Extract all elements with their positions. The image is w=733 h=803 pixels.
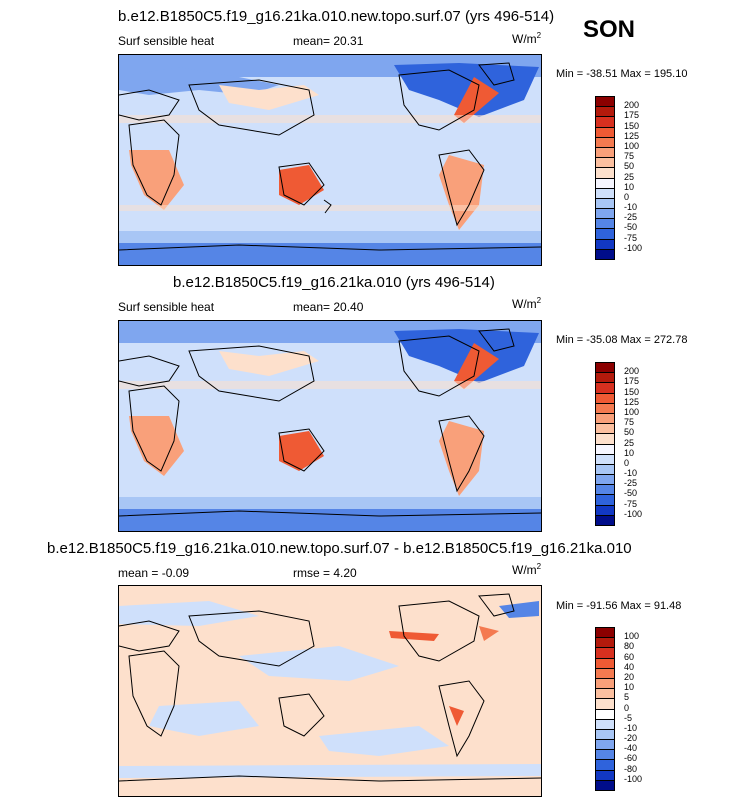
colorbar-tick-label: 80 xyxy=(624,641,635,652)
panel3-map xyxy=(118,585,542,797)
colorbar-tick-label: 5 xyxy=(624,692,630,703)
panel2-variable-label: Surf sensible heat xyxy=(118,300,215,314)
colorbar-tick-label: 40 xyxy=(624,661,635,672)
panel2-colorbar: 200 175 150 125 100 75 50 25 10 0 -10 -25 -50 -75 -100 xyxy=(595,362,642,526)
colorbar-tick-label: 20 xyxy=(624,671,635,682)
colorbar-tick-label: 100 xyxy=(624,406,640,417)
season-label: SON xyxy=(583,16,636,43)
colorbar-tick-label: 10 xyxy=(624,682,635,693)
australia-warm xyxy=(279,165,324,205)
colorbar-tick-label: -80 xyxy=(624,763,638,774)
colorbar-tick-label: -40 xyxy=(624,743,638,754)
colorbar-swatch xyxy=(595,779,615,791)
colorbar-tick-label: 75 xyxy=(624,417,635,428)
colorbar-tick-label: -60 xyxy=(624,753,638,764)
colorbar-tick-label: 75 xyxy=(624,151,635,162)
north-america-ice xyxy=(394,63,539,117)
colorbar-tick-label: -75 xyxy=(624,498,638,509)
colorbar-tick-label: -10 xyxy=(624,468,638,479)
panel1-minmax: Min = -38.51 Max = 195.10 xyxy=(556,68,688,80)
colorbar-tick-label: 25 xyxy=(624,171,635,182)
colorbar-tick-label: -25 xyxy=(624,478,638,489)
colorbar-tick-label: -5 xyxy=(624,712,633,723)
colorbar-tick-label: 125 xyxy=(624,396,640,407)
colorbar-swatch xyxy=(595,514,615,526)
panel2-minmax: Min = -35.08 Max = 272.78 xyxy=(556,334,688,346)
colorbar-tick-label: 25 xyxy=(624,437,635,448)
colorbar-tick-label: 150 xyxy=(624,120,640,131)
panel1-mean: mean= 20.31 xyxy=(293,34,364,48)
colorbar-tick-label: -100 xyxy=(624,242,643,253)
panel1-variable-label: Surf sensible heat xyxy=(118,34,215,48)
panel2-map-svg xyxy=(119,321,541,531)
africa-warm xyxy=(129,150,184,210)
panel2-title: b.e12.B1850C5.f19_g16.21ka.010 (yrs 496-… xyxy=(173,274,495,291)
colorbar-tick-label: -50 xyxy=(624,488,638,499)
panel3-rmse: rmse = 4.20 xyxy=(293,566,357,580)
colorbar-tick-label: -75 xyxy=(624,232,638,243)
diff-cold-spot xyxy=(499,601,539,618)
colorbar-tick-label: 0 xyxy=(624,457,630,468)
colorbar-tick-label: 175 xyxy=(624,110,640,121)
colorbar-tick-label: 10 xyxy=(624,447,635,458)
panel3-units: W/m2 xyxy=(512,562,542,577)
colorbar-tick-label: -10 xyxy=(624,722,638,733)
south-america-warm xyxy=(439,155,484,230)
diff-warm-spot xyxy=(389,631,439,641)
colorbar-tick-label: 60 xyxy=(624,651,635,662)
colorbar-tick-label: -25 xyxy=(624,212,638,223)
colorbar-tick-label: 10 xyxy=(624,181,635,192)
panel1-map-svg xyxy=(119,55,541,265)
colorbar-tick-label: 100 xyxy=(624,631,640,642)
colorbar-tick-label: 150 xyxy=(624,386,640,397)
panel1-units: W/m2 xyxy=(512,31,542,46)
panel2-map xyxy=(118,320,542,532)
colorbar-tick-label: 200 xyxy=(624,100,640,111)
antarctic-band xyxy=(119,243,541,265)
panel1-map xyxy=(118,54,542,266)
coastlines xyxy=(119,62,541,251)
colorbar-tick-label: -50 xyxy=(624,222,638,233)
colorbar-tick-label: 175 xyxy=(624,376,640,387)
colorbar-tick-label: 50 xyxy=(624,427,635,438)
colorbar-tick-label: 0 xyxy=(624,191,630,202)
panel2-mean: mean= 20.40 xyxy=(293,300,364,314)
panel3-mean: mean = -0.09 xyxy=(118,566,190,580)
panel1-title: b.e12.B1850C5.f19_g16.21ka.010.new.topo.… xyxy=(118,8,555,25)
colorbar-swatch xyxy=(595,248,615,260)
panel3-map-svg xyxy=(119,586,541,796)
colorbar-tick-label: 200 xyxy=(624,366,640,377)
colorbar-tick-label: -20 xyxy=(624,733,638,744)
panel3-title: b.e12.B1850C5.f19_g16.21ka.010.new.topo.… xyxy=(47,540,632,557)
colorbar-tick-label: -10 xyxy=(624,202,638,213)
colorbar-tick-label: -100 xyxy=(624,773,643,784)
colorbar-tick-label: 0 xyxy=(624,702,630,713)
colorbar-tick-label: 100 xyxy=(624,140,640,151)
panel1-colorbar: 200 175 150 125 100 75 50 25 10 0 -10 -25 -50 -75 -100 xyxy=(595,96,642,260)
panel3-minmax: Min = -91.56 Max = 91.48 xyxy=(556,600,682,612)
colorbar-tick-label: 50 xyxy=(624,161,635,172)
colorbar-tick-label: -100 xyxy=(624,508,643,519)
colorbar-tick-label: 125 xyxy=(624,130,640,141)
panel3-colorbar: 100 80 60 40 20 10 5 0 -5 -10 -20 -40 -60 -80 -100 xyxy=(595,627,642,791)
panel2-units: W/m2 xyxy=(512,296,542,311)
